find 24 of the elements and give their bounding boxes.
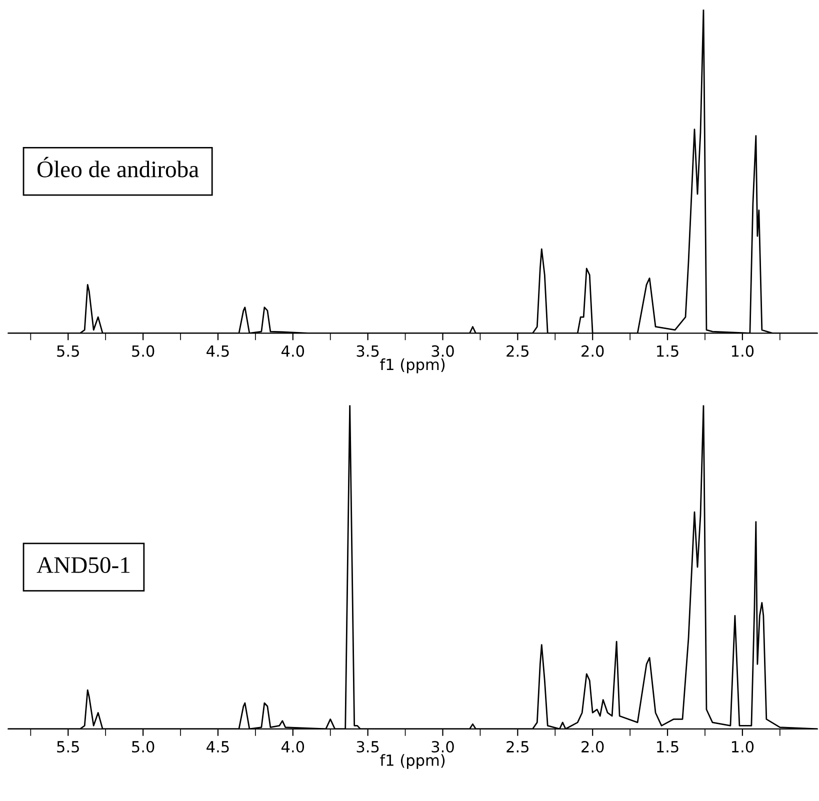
x-tick-label: 4.5 — [206, 345, 229, 357]
x-tick-label: 1.5 — [657, 741, 678, 753]
x-tick-label: 5.0 — [132, 740, 154, 753]
x-tick-label: 4.0 — [282, 345, 304, 357]
x-tick-label: 5.0 — [132, 345, 154, 357]
x-tick-label: 4.5 — [206, 741, 229, 753]
x-axis-title: f1 (ppm) — [380, 754, 445, 769]
x-tick-label: 3.5 — [356, 740, 379, 753]
x-tick-label: 3.5 — [356, 345, 379, 357]
x-tick-label: 3.0 — [432, 345, 454, 357]
annotation: Óleo de andiroba — [37, 156, 199, 178]
x-tick-label: 2.5 — [506, 740, 528, 753]
x-tick-label: 5.5 — [57, 741, 79, 753]
x-tick-label: 2.0 — [582, 740, 604, 753]
x-tick-label: 3.0 — [432, 740, 454, 753]
x-tick-label: 2.5 — [506, 345, 528, 357]
x-tick-label: 4.0 — [282, 740, 304, 753]
x-axis-title: f1 (ppm) — [380, 358, 445, 374]
x-tick-label: 1.0 — [732, 740, 754, 753]
x-tick-label: 2.0 — [582, 345, 604, 357]
x-tick-label: 5.5 — [57, 345, 79, 357]
annotation: AND50-1 — [36, 557, 130, 574]
x-tick-label: 1.5 — [657, 345, 678, 357]
x-tick-label: 1.0 — [732, 345, 754, 357]
